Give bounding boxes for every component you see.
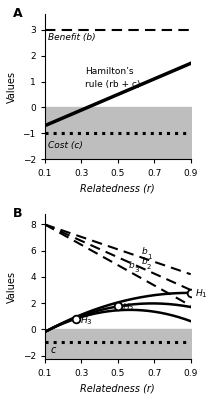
Text: Benefit (b): Benefit (b) xyxy=(48,33,96,42)
Text: H: H xyxy=(80,316,87,324)
Text: 3: 3 xyxy=(134,267,139,273)
Text: b: b xyxy=(141,247,147,256)
Y-axis label: Values: Values xyxy=(7,271,17,303)
Text: Hamilton’s: Hamilton’s xyxy=(85,67,133,76)
Text: 2: 2 xyxy=(128,306,132,312)
Text: A: A xyxy=(13,7,22,20)
Text: H: H xyxy=(195,289,202,298)
Text: c: c xyxy=(50,345,56,355)
Text: B: B xyxy=(13,207,22,220)
Text: 3: 3 xyxy=(86,319,91,325)
Text: rule (rb + c): rule (rb + c) xyxy=(85,80,140,89)
X-axis label: Relatedness (r): Relatedness (r) xyxy=(80,183,155,193)
Text: 1: 1 xyxy=(147,254,152,260)
Text: b: b xyxy=(129,260,134,270)
Text: 2: 2 xyxy=(147,264,151,270)
Y-axis label: Values: Values xyxy=(7,71,17,103)
Text: b: b xyxy=(141,258,147,266)
Text: 1: 1 xyxy=(201,292,206,298)
Text: Cost (c): Cost (c) xyxy=(48,141,83,150)
X-axis label: Relatedness (r): Relatedness (r) xyxy=(80,383,155,393)
Text: H: H xyxy=(122,302,129,312)
